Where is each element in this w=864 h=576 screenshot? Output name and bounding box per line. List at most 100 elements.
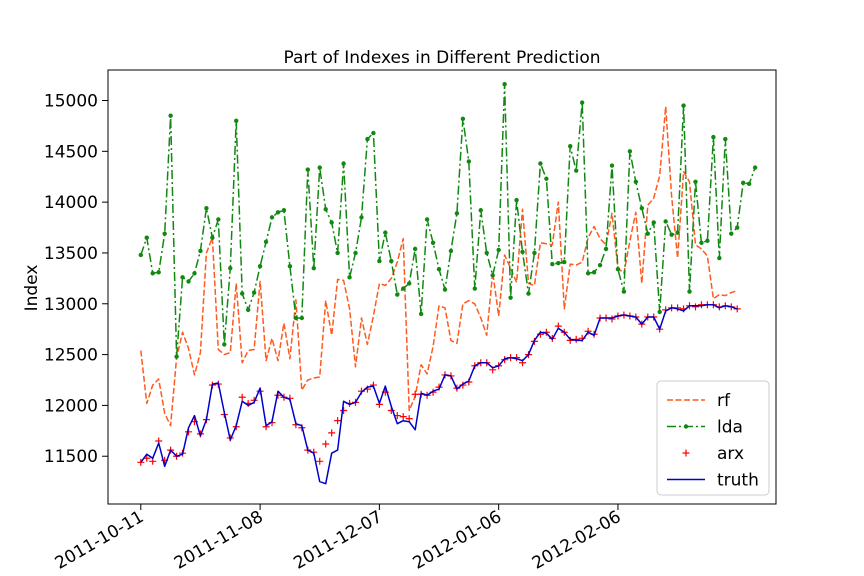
- lda-point-12: [210, 235, 215, 240]
- lda-point-22: [269, 215, 275, 220]
- lda-point-74: [579, 100, 585, 105]
- series-truth: [140, 304, 738, 485]
- series-line-rf: [140, 105, 738, 427]
- lda-point-83: [633, 179, 639, 185]
- lda-point-4: [162, 231, 167, 236]
- series-line-truth: [140, 304, 738, 485]
- lda-point-78: [603, 246, 609, 252]
- lda-point-9: [192, 271, 197, 276]
- y-tick-label-1: 12000: [44, 396, 98, 416]
- arx-point-32: [328, 429, 336, 437]
- lda-point-92: [687, 289, 692, 294]
- lda-point-76: [591, 270, 597, 275]
- lda-point-24: [281, 208, 287, 213]
- x-tick-label-0: 2011-10-11: [52, 507, 148, 574]
- lda-point-63: [514, 197, 519, 203]
- lda-point-31: [323, 207, 328, 212]
- y-tick-label-0: 11500: [44, 447, 98, 467]
- legend: rf lda arx truth: [656, 380, 770, 496]
- x-tick-label-4: 2012-02-06: [529, 507, 625, 574]
- arx-point-0: [137, 458, 145, 466]
- lda-point-14: [222, 342, 227, 347]
- arx-point-100: [733, 305, 741, 313]
- y-tick-label-6: 14500: [44, 142, 98, 162]
- lda-point-1: [144, 235, 149, 240]
- lda-point-36: [353, 250, 358, 256]
- lda-point-20: [257, 263, 263, 269]
- lda-point-3: [156, 270, 161, 275]
- series-layer: [137, 82, 758, 485]
- lda-point-88: [663, 219, 668, 224]
- lda-point-53: [454, 211, 460, 216]
- lda-point-15: [228, 265, 233, 271]
- lda-point-98: [723, 136, 728, 142]
- series-rf: [140, 105, 738, 427]
- lda-point-101: [740, 180, 746, 186]
- lda-point-59: [490, 273, 495, 278]
- arx-point-44: [399, 413, 407, 421]
- lda-point-82: [627, 149, 633, 154]
- lda-point-100: [735, 225, 740, 230]
- lda-point-11: [204, 206, 209, 211]
- lda-point-25: [287, 263, 293, 269]
- lda-point-95: [705, 238, 710, 243]
- lda-point-81: [621, 289, 627, 294]
- x-tick-label-2: 2011-12-07: [290, 507, 386, 574]
- lda-point-43: [395, 292, 400, 297]
- plot-frame: [107, 69, 777, 505]
- arx-point-75: [584, 327, 592, 335]
- y-axis-label: Index: [22, 265, 42, 312]
- lda-point-5: [168, 113, 173, 118]
- lda-point-68: [544, 176, 549, 181]
- lda-point-91: [681, 103, 686, 108]
- lda-point-65: [526, 291, 531, 296]
- lda-point-13: [216, 217, 221, 222]
- lda-point-49: [430, 240, 436, 245]
- lda-point-37: [359, 215, 364, 220]
- lda-point-79: [609, 163, 615, 168]
- lda-point-7: [180, 275, 185, 280]
- lda-point-6: [174, 354, 179, 359]
- lda-point-57: [478, 208, 483, 213]
- lda-point-52: [448, 248, 454, 254]
- lda-point-47: [418, 311, 424, 317]
- arx-point-93: [691, 303, 699, 311]
- x-tick-label-1: 2011-11-08: [171, 507, 267, 574]
- lda-point-28: [305, 167, 311, 172]
- arx-point-31: [322, 440, 330, 448]
- lda-point-48: [424, 217, 430, 222]
- y-tick-label-2: 12500: [44, 346, 98, 366]
- lda-point-64: [520, 249, 525, 255]
- legend-dot-lda: [683, 424, 689, 429]
- lda-point-27: [299, 315, 305, 321]
- lda-point-8: [186, 279, 191, 284]
- lda-point-41: [383, 230, 388, 235]
- lda-point-97: [717, 255, 722, 261]
- lda-point-32: [329, 220, 334, 225]
- arx-point-30: [316, 457, 324, 465]
- lda-point-102: [746, 181, 752, 187]
- lda-point-29: [311, 265, 316, 271]
- lda-point-55: [466, 159, 472, 164]
- lda-point-42: [389, 258, 394, 264]
- lda-point-86: [651, 220, 656, 225]
- arx-point-79: [608, 315, 616, 323]
- arx-point-34: [340, 406, 348, 414]
- lda-point-70: [556, 260, 561, 266]
- lda-point-85: [645, 231, 650, 236]
- lda-point-40: [377, 258, 382, 264]
- lda-point-16: [234, 118, 239, 124]
- lda-point-35: [347, 275, 352, 280]
- lda-point-75: [585, 271, 591, 276]
- lda-point-72: [568, 144, 573, 149]
- lda-point-50: [436, 267, 442, 272]
- lda-point-21: [263, 239, 269, 244]
- lda-point-69: [550, 261, 555, 267]
- lda-point-44: [401, 286, 406, 291]
- lda-point-26: [293, 315, 299, 321]
- x-tick-label-3: 2012-01-06: [410, 507, 506, 574]
- y-tick-label-4: 13500: [44, 244, 98, 264]
- lda-point-96: [711, 134, 716, 140]
- lda-point-10: [198, 248, 203, 254]
- lda-point-84: [639, 206, 645, 211]
